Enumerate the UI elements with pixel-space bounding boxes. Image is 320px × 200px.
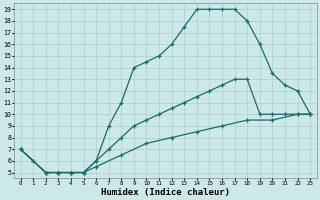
X-axis label: Humidex (Indice chaleur): Humidex (Indice chaleur) [101, 188, 230, 197]
